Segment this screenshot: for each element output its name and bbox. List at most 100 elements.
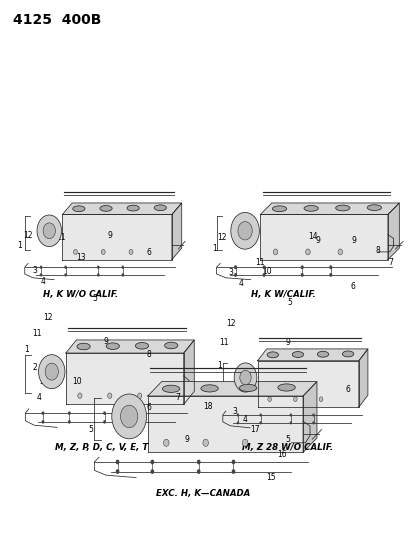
Text: 6: 6	[350, 282, 355, 290]
Text: 10: 10	[71, 377, 81, 385]
Polygon shape	[302, 382, 316, 453]
Circle shape	[45, 363, 58, 380]
Circle shape	[150, 459, 154, 464]
Text: 3: 3	[39, 377, 44, 385]
Polygon shape	[66, 340, 194, 353]
Text: 11: 11	[114, 407, 123, 416]
Circle shape	[236, 421, 239, 424]
Ellipse shape	[239, 384, 256, 392]
Text: 9: 9	[315, 237, 320, 245]
Text: 10: 10	[261, 268, 271, 276]
Circle shape	[116, 469, 119, 474]
Circle shape	[197, 469, 200, 474]
Polygon shape	[260, 214, 387, 260]
Circle shape	[273, 249, 277, 255]
Circle shape	[73, 249, 77, 254]
Polygon shape	[260, 203, 399, 214]
Circle shape	[328, 273, 332, 277]
Circle shape	[259, 421, 261, 424]
Circle shape	[311, 421, 314, 424]
Text: 11: 11	[255, 259, 264, 267]
Circle shape	[112, 394, 146, 439]
Ellipse shape	[272, 206, 286, 212]
Circle shape	[237, 222, 252, 240]
Ellipse shape	[317, 351, 328, 357]
Circle shape	[37, 215, 62, 247]
Circle shape	[267, 397, 271, 401]
Polygon shape	[62, 203, 181, 214]
Polygon shape	[62, 214, 171, 260]
Text: 1: 1	[216, 361, 221, 369]
Text: 17: 17	[249, 425, 259, 433]
Circle shape	[121, 273, 124, 277]
Text: 15: 15	[266, 473, 275, 482]
Text: 9: 9	[107, 231, 112, 240]
Circle shape	[328, 265, 332, 269]
Ellipse shape	[200, 385, 218, 392]
Circle shape	[97, 273, 100, 277]
Circle shape	[78, 393, 82, 398]
Text: 4: 4	[37, 393, 42, 401]
Ellipse shape	[366, 205, 381, 211]
Text: 18: 18	[203, 402, 212, 410]
Circle shape	[150, 469, 154, 474]
Circle shape	[120, 405, 138, 427]
Polygon shape	[66, 353, 183, 405]
Circle shape	[121, 265, 124, 269]
Ellipse shape	[127, 205, 139, 211]
Circle shape	[231, 459, 235, 464]
Ellipse shape	[154, 205, 166, 211]
Circle shape	[300, 273, 303, 277]
Circle shape	[68, 420, 71, 424]
Text: H, K W/O CALIF.: H, K W/O CALIF.	[43, 290, 118, 300]
Circle shape	[262, 273, 265, 277]
Ellipse shape	[135, 343, 148, 349]
Text: 5: 5	[92, 294, 97, 303]
Text: 8: 8	[374, 246, 379, 255]
Circle shape	[234, 363, 256, 392]
Ellipse shape	[162, 385, 179, 392]
Ellipse shape	[73, 206, 85, 212]
Circle shape	[289, 414, 291, 416]
Text: M, Z 28 W/O CALIF.: M, Z 28 W/O CALIF.	[242, 443, 332, 453]
Ellipse shape	[335, 205, 349, 211]
Polygon shape	[358, 349, 367, 407]
Polygon shape	[257, 361, 358, 407]
Circle shape	[293, 397, 297, 401]
Text: 5: 5	[287, 298, 292, 306]
Circle shape	[337, 249, 342, 255]
Text: 12: 12	[226, 319, 235, 328]
Text: 5: 5	[88, 425, 93, 433]
Circle shape	[305, 249, 309, 255]
Polygon shape	[171, 203, 181, 260]
Text: 6: 6	[344, 385, 349, 393]
Circle shape	[97, 265, 100, 269]
Text: 3: 3	[232, 407, 237, 416]
Circle shape	[231, 469, 235, 474]
Text: 1: 1	[24, 345, 29, 353]
Circle shape	[318, 397, 322, 401]
Circle shape	[311, 414, 314, 416]
Polygon shape	[183, 340, 194, 405]
Circle shape	[233, 265, 237, 269]
Text: 3: 3	[228, 269, 233, 277]
Ellipse shape	[303, 206, 318, 211]
Text: 2: 2	[33, 364, 38, 372]
Text: 4: 4	[238, 279, 243, 288]
Text: 12: 12	[216, 233, 225, 241]
Circle shape	[137, 393, 142, 398]
Polygon shape	[387, 203, 399, 260]
Circle shape	[103, 420, 106, 424]
Text: 7: 7	[387, 258, 392, 266]
Circle shape	[197, 459, 200, 464]
Circle shape	[41, 420, 44, 424]
Text: 5: 5	[285, 435, 290, 444]
Text: 11: 11	[218, 338, 228, 346]
Circle shape	[40, 273, 42, 277]
Circle shape	[129, 420, 132, 424]
Circle shape	[101, 249, 105, 254]
Circle shape	[43, 223, 55, 239]
Circle shape	[233, 273, 237, 277]
Ellipse shape	[342, 351, 353, 357]
Text: 6: 6	[146, 403, 151, 412]
